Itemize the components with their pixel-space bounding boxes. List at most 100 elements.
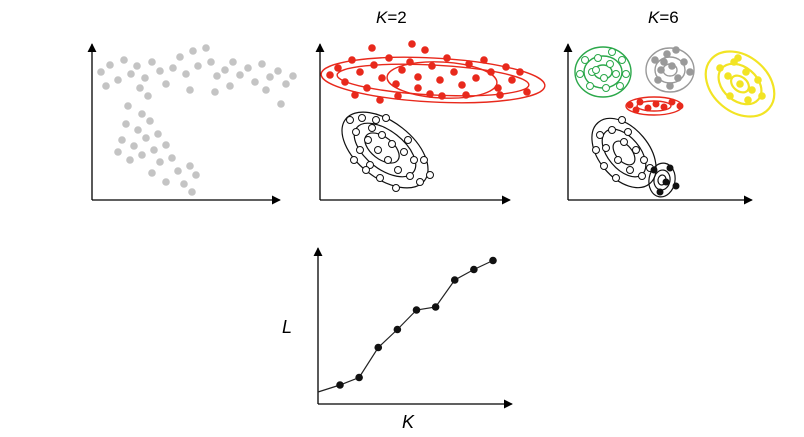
- raw-data-point: [130, 142, 138, 150]
- k6-black-point: [602, 144, 610, 152]
- k2-red-point: [392, 80, 400, 88]
- k6-black-point: [596, 131, 604, 139]
- panel-k6: K=6: [563, 8, 776, 205]
- k6-green-point: [616, 82, 624, 90]
- k6-yellow-point: [742, 68, 750, 76]
- k6-green-point: [618, 56, 626, 64]
- k6-black-point: [626, 166, 634, 174]
- likelihood-point: [336, 381, 344, 389]
- raw-data-point: [146, 117, 154, 125]
- raw-data-point: [97, 68, 105, 76]
- k2-red-point: [436, 76, 444, 84]
- likelihood-point: [450, 276, 459, 284]
- raw-data-point: [134, 126, 142, 134]
- k6-yellow-point: [734, 54, 742, 62]
- k2-black-point: [356, 146, 364, 154]
- raw-data-point: [124, 102, 132, 110]
- k2-red-point: [458, 81, 466, 89]
- raw-data-point: [266, 73, 274, 81]
- likelihood-point: [431, 303, 440, 311]
- k2-red-point: [462, 91, 470, 99]
- likelihood-point: [355, 373, 363, 382]
- raw-data-point: [236, 71, 244, 79]
- raw-data-point: [162, 80, 170, 88]
- k2-black-ellipses: [341, 111, 429, 189]
- k2-red-point: [508, 76, 516, 84]
- panel-k6-title: K=6: [648, 8, 679, 27]
- likelihood-point: [470, 265, 478, 274]
- k2-black-point: [378, 131, 386, 139]
- likelihood-line: [317, 259, 494, 393]
- raw-data-point: [213, 72, 221, 80]
- raw-data-point: [106, 61, 114, 69]
- k6-black-point: [592, 146, 600, 154]
- likelihood-point: [412, 306, 421, 314]
- likelihood-plot: L K: [282, 247, 513, 432]
- raw-data-point: [138, 151, 146, 159]
- k6-gray-point: [668, 62, 676, 70]
- likelihood-point: [393, 325, 402, 334]
- k2-red-point: [472, 74, 480, 82]
- likelihood-x-label: K: [402, 412, 415, 432]
- raw-data-point: [156, 158, 164, 166]
- raw-data-point: [114, 148, 122, 156]
- raw-data-point: [258, 60, 266, 68]
- raw-data-point: [150, 146, 158, 154]
- k2-red-point: [502, 63, 510, 71]
- k6-black-filled-point: [666, 164, 674, 172]
- k6-gray-point: [651, 56, 659, 64]
- k2-black-point: [400, 148, 408, 156]
- raw-data-point: [229, 58, 237, 66]
- k6-gray-point: [686, 68, 694, 76]
- k2-red-point: [414, 84, 422, 92]
- raw-data-point: [169, 64, 177, 72]
- k6-yellow-point: [726, 92, 734, 100]
- k2-black-point: [416, 178, 424, 186]
- k6-green-point: [581, 56, 589, 64]
- k2-red-point: [443, 54, 451, 62]
- raw-data-point: [192, 171, 200, 179]
- raw-data-point: [162, 141, 170, 149]
- raw-data-point: [174, 167, 182, 175]
- raw-data-point: [188, 188, 196, 196]
- k6-black-point: [608, 126, 616, 134]
- raw-data-point: [142, 134, 150, 142]
- likelihood-points: [336, 256, 497, 389]
- raw-data-point: [189, 47, 197, 55]
- k6-black-filled-point: [656, 188, 664, 196]
- k2-black-point: [346, 116, 354, 124]
- k2-red-point: [406, 58, 414, 66]
- k2-red-point: [465, 60, 473, 68]
- k6-green-point: [602, 84, 610, 92]
- k6-green-point: [606, 60, 614, 68]
- k6-black-point: [640, 156, 648, 164]
- k6-gray-point: [666, 82, 674, 90]
- raw-data-point: [211, 88, 219, 96]
- k6-green-point: [586, 82, 594, 90]
- k6-gray-point: [657, 66, 665, 74]
- raw-data-point: [226, 82, 234, 90]
- raw-data-point: [126, 156, 134, 164]
- k6-black-point: [638, 172, 646, 180]
- k2-red-point: [494, 84, 502, 92]
- k2-red-point: [385, 54, 393, 62]
- raw-data-point: [127, 70, 135, 78]
- raw-data-point: [102, 82, 110, 90]
- raw-data-point: [186, 162, 194, 170]
- k6-green-point: [576, 70, 584, 78]
- raw-data-point: [182, 70, 190, 78]
- k6-green-point: [608, 48, 616, 56]
- k6-green-point: [600, 74, 608, 82]
- k6-red-point: [676, 102, 684, 110]
- k2-black-point: [410, 156, 418, 164]
- raw-data-point: [180, 180, 188, 188]
- raw-data-point: [186, 86, 194, 94]
- raw-data-point: [262, 86, 270, 94]
- k2-black-point: [372, 116, 380, 124]
- k2-red-point: [368, 44, 376, 52]
- k2-red-point: [428, 62, 436, 70]
- k2-red-point: [496, 91, 504, 99]
- k2-red-point: [450, 68, 458, 76]
- raw-data-point: [194, 62, 202, 70]
- k6-yellow-point: [758, 92, 766, 100]
